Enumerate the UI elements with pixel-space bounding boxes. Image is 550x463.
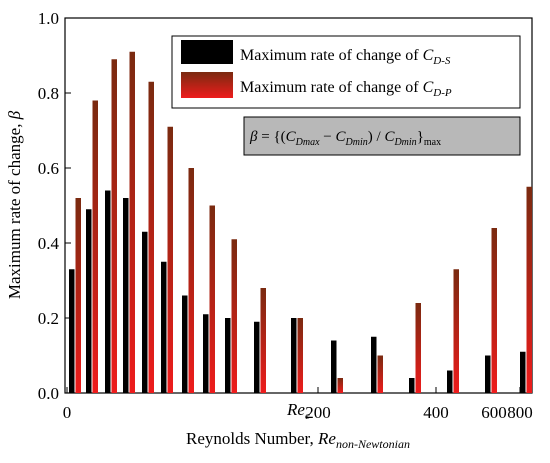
legend: Maximum rate of change of CD-S Maximum r… [171, 35, 521, 109]
bar-cds [254, 321, 260, 393]
x-tick-label: 800 [507, 403, 533, 422]
bar-cds [86, 209, 92, 393]
bar-cds [161, 261, 167, 393]
bar-cds [485, 355, 491, 393]
bar-cds [409, 378, 415, 393]
bar-cdp [92, 100, 98, 393]
bar-cds [225, 318, 231, 393]
bar-cdp [260, 288, 266, 393]
x-tick-label: 600 [481, 403, 507, 422]
bar-cdp [188, 168, 194, 393]
bar-cds [447, 370, 453, 393]
bar-cds [520, 351, 526, 393]
bar-cdp [167, 126, 173, 393]
bars [69, 51, 532, 393]
bar-cdp [111, 59, 117, 393]
x-tick-label: 400 [423, 403, 449, 422]
bar-cds [182, 295, 188, 393]
bar-cdp [209, 205, 215, 393]
bar-cdp [453, 269, 459, 393]
y-tick-label: 1.0 [38, 9, 59, 28]
re-critical-label: Rec [286, 400, 310, 422]
formula-box [243, 116, 521, 156]
y-tick-label: 0.6 [38, 159, 59, 178]
y-tick-label: 0.2 [38, 309, 59, 328]
y-tick-label: 0.0 [38, 384, 59, 403]
x-axis-label: Reynolds Number, Renon-Newtonian [186, 429, 410, 451]
x-tick-label: 0 [63, 403, 72, 422]
formula: β = {(CDmax − CDmin) / CDmin}max [243, 116, 521, 156]
bar-cds [203, 314, 209, 393]
y-tick-label: 0.4 [38, 234, 60, 253]
bar-cdp [491, 228, 497, 393]
legend-label-dp: Maximum rate of change of CD-P [240, 79, 452, 99]
bar-cdp [297, 318, 303, 393]
y-axis-label: Maximum rate of change, β [5, 110, 24, 299]
x-tick-label: 200 [305, 403, 331, 422]
bar-cds [123, 198, 129, 393]
bar-cds [371, 336, 377, 393]
bar-cds [331, 340, 337, 393]
formula-text: β = {(CDmax − CDmin) / CDmin}max [249, 129, 441, 148]
y-axis: 0.0 0.2 0.4 0.6 0.8 1.0 [38, 9, 71, 403]
bar-cds [69, 269, 75, 393]
legend-label-ds: Maximum rate of change of CD-S [240, 47, 451, 67]
bar-cds [105, 190, 111, 393]
bar-cdp [415, 303, 421, 393]
y-tick-label: 0.8 [38, 84, 59, 103]
x-axis: 0 200 400 600 800 [63, 387, 533, 422]
bar-cds [291, 318, 297, 393]
bar-cds [142, 231, 148, 393]
bar-cdp [129, 51, 135, 393]
bar-cdp [377, 355, 383, 393]
bar-cdp [526, 186, 532, 393]
bar-cdp [231, 239, 237, 393]
bar-cdp [337, 378, 343, 393]
bar-cdp [75, 198, 81, 393]
legend-swatch-ds [181, 40, 233, 64]
bar-cdp [148, 81, 154, 393]
legend-swatch-dp [181, 72, 233, 98]
